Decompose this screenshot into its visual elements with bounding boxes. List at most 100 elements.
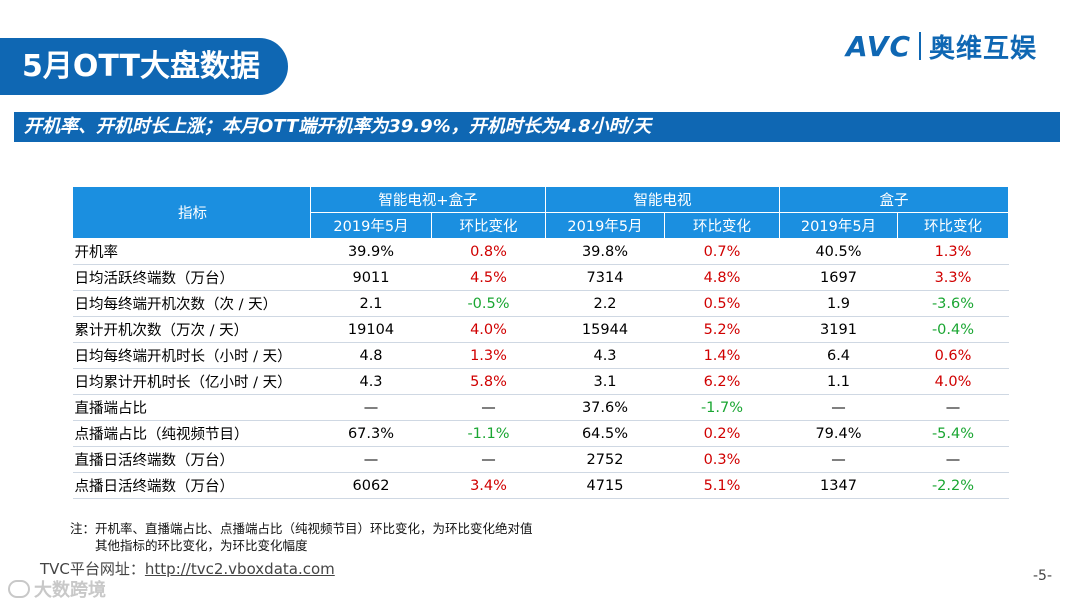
change-cell: 5.8%: [431, 368, 546, 395]
table-row: 直播端占比 — —37.6% -1.7% — —: [72, 394, 1009, 421]
value-cell: 3191: [779, 316, 898, 343]
source-line: TVC平台网址：http://tvc2.vboxdata.com: [40, 558, 335, 579]
header-indicator: 指标: [72, 186, 311, 239]
change-cell: 3.3%: [897, 264, 1009, 291]
value-cell: 19104: [310, 316, 432, 343]
ott-data-table: 指标 智能电视+盒子 智能电视 盒子 2019年5月 环比变化 2019年5月 …: [72, 186, 1009, 499]
subheader-month: 2019年5月: [310, 212, 432, 239]
logo-chinese: 奥维互娱: [929, 33, 1038, 64]
table-row: 点播端占比（纯视频节目） 67.3% -1.1% 64.5% 0.2% 79.4% -5.4…: [72, 420, 1009, 447]
change-cell: -3.6%: [897, 290, 1009, 317]
subheader-change: 环比变化: [897, 212, 1009, 239]
header-group-box: 盒子: [779, 186, 1009, 213]
value-cell: 40.5%: [779, 238, 898, 265]
value-cell: 1347: [779, 472, 898, 499]
value-cell: 9011: [310, 264, 432, 291]
source-url-link[interactable]: http://tvc2.vboxdata.com: [144, 560, 335, 578]
change-cell: -1.7%: [664, 394, 780, 421]
row-label: 直播端占比: [72, 394, 311, 421]
change-cell: —: [897, 446, 1009, 473]
value-cell: 2.1: [310, 290, 432, 317]
value-cell: 4.3: [310, 368, 432, 395]
change-cell: 5.2%: [664, 316, 780, 343]
change-cell: -1.1%: [431, 420, 546, 447]
change-cell: 4.0%: [431, 316, 546, 343]
subheader-month: 2019年5月: [545, 212, 665, 239]
change-cell: -2.2%: [897, 472, 1009, 499]
value-cell: 1697: [779, 264, 898, 291]
value-cell: 37.6%: [545, 394, 665, 421]
row-label: 点播日活终端数（万台）: [72, 472, 311, 499]
footnote-line-2: 其他指标的环比变化，为环比变化幅度: [95, 538, 308, 553]
change-cell: 1.3%: [431, 342, 546, 369]
row-label: 日均累计开机时长（亿小时 / 天）: [72, 368, 311, 395]
table-row: 累计开机次数（万次 / 天） 19104 4.0% 15944 5.2% 3191 -0.4…: [72, 316, 1009, 343]
value-cell: —: [310, 394, 432, 421]
value-cell: 64.5%: [545, 420, 665, 447]
change-cell: 0.6%: [897, 342, 1009, 369]
change-cell: 0.8%: [431, 238, 546, 265]
change-cell: -0.5%: [431, 290, 546, 317]
watermark-icon: [8, 580, 30, 598]
slide-title: 5月OTT大盘数据: [0, 38, 288, 95]
change-cell: -5.4%: [897, 420, 1009, 447]
logo-latin: AVC: [846, 29, 911, 63]
change-cell: 0.3%: [664, 446, 780, 473]
table-row: 日均每终端开机次数（次 / 天） 2.1 -0.5% 2.2 0.5% 1.9 -3.6%: [72, 290, 1009, 317]
value-cell: —: [779, 446, 898, 473]
avc-logo: AVC 奥维互娱: [846, 24, 1037, 68]
change-cell: 6.2%: [664, 368, 780, 395]
subheader-change: 环比变化: [664, 212, 780, 239]
subheader-month: 2019年5月: [779, 212, 898, 239]
row-label: 累计开机次数（万次 / 天）: [72, 316, 311, 343]
value-cell: —: [779, 394, 898, 421]
change-cell: 1.3%: [897, 238, 1009, 265]
change-cell: 0.7%: [664, 238, 780, 265]
value-cell: 39.9%: [310, 238, 432, 265]
bottom-watermark: 大数跨境: [8, 576, 106, 602]
subtitle-bar: 开机率、开机时长上涨；本月OTT端开机率为39.9%，开机时长为4.8小时/天: [14, 112, 1060, 142]
change-cell: 4.0%: [897, 368, 1009, 395]
table-row: 日均累计开机时长（亿小时 / 天） 4.3 5.8% 3.1 6.2% 1.1 4.0%: [72, 368, 1009, 395]
value-cell: 4715: [545, 472, 665, 499]
change-cell: 4.8%: [664, 264, 780, 291]
value-cell: 15944: [545, 316, 665, 343]
change-cell: 0.2%: [664, 420, 780, 447]
source-label: TVC平台网址：: [40, 560, 145, 578]
change-cell: —: [431, 394, 546, 421]
header-group-tv-box: 智能电视+盒子: [310, 186, 546, 213]
value-cell: 2752: [545, 446, 665, 473]
page-number: -5-: [1032, 568, 1052, 584]
table-row: 开机率 39.9% 0.8% 39.8% 0.7% 40.5% 1.3%: [72, 238, 1009, 265]
footnote: 注：开机率、直播端占比、点播端占比（纯视频节目）环比变化，为环比变化绝对值 其他…: [70, 520, 533, 554]
value-cell: 79.4%: [779, 420, 898, 447]
change-cell: -0.4%: [897, 316, 1009, 343]
change-cell: 1.4%: [664, 342, 780, 369]
row-label: 日均每终端开机时长（小时 / 天）: [72, 342, 311, 369]
row-label: 开机率: [72, 238, 311, 265]
value-cell: 4.8: [310, 342, 432, 369]
value-cell: 67.3%: [310, 420, 432, 447]
watermark-text: 大数跨境: [34, 580, 106, 601]
change-cell: —: [431, 446, 546, 473]
value-cell: 39.8%: [545, 238, 665, 265]
change-cell: 0.5%: [664, 290, 780, 317]
footnote-line-1: 注：开机率、直播端占比、点播端占比（纯视频节目）环比变化，为环比变化绝对值: [70, 521, 533, 536]
table-row: 日均每终端开机时长（小时 / 天） 4.8 1.3% 4.3 1.4% 6.4 0.6%: [72, 342, 1009, 369]
subheader-change: 环比变化: [431, 212, 546, 239]
logo-divider: [919, 32, 921, 60]
value-cell: 2.2: [545, 290, 665, 317]
value-cell: 1.1: [779, 368, 898, 395]
change-cell: 4.5%: [431, 264, 546, 291]
value-cell: 4.3: [545, 342, 665, 369]
row-label: 日均活跃终端数（万台）: [72, 264, 311, 291]
row-label: 日均每终端开机次数（次 / 天）: [72, 290, 311, 317]
table-row: 点播日活终端数（万台） 6062 3.4% 4715 5.1% 1347 -2.2%: [72, 472, 1009, 499]
change-cell: —: [897, 394, 1009, 421]
change-cell: 5.1%: [664, 472, 780, 499]
row-label: 点播端占比（纯视频节目）: [72, 420, 311, 447]
value-cell: 7314: [545, 264, 665, 291]
value-cell: 6062: [310, 472, 432, 499]
row-label: 直播日活终端数（万台）: [72, 446, 311, 473]
table-row: 日均活跃终端数（万台） 9011 4.5% 7314 4.8% 1697 3.3%: [72, 264, 1009, 291]
